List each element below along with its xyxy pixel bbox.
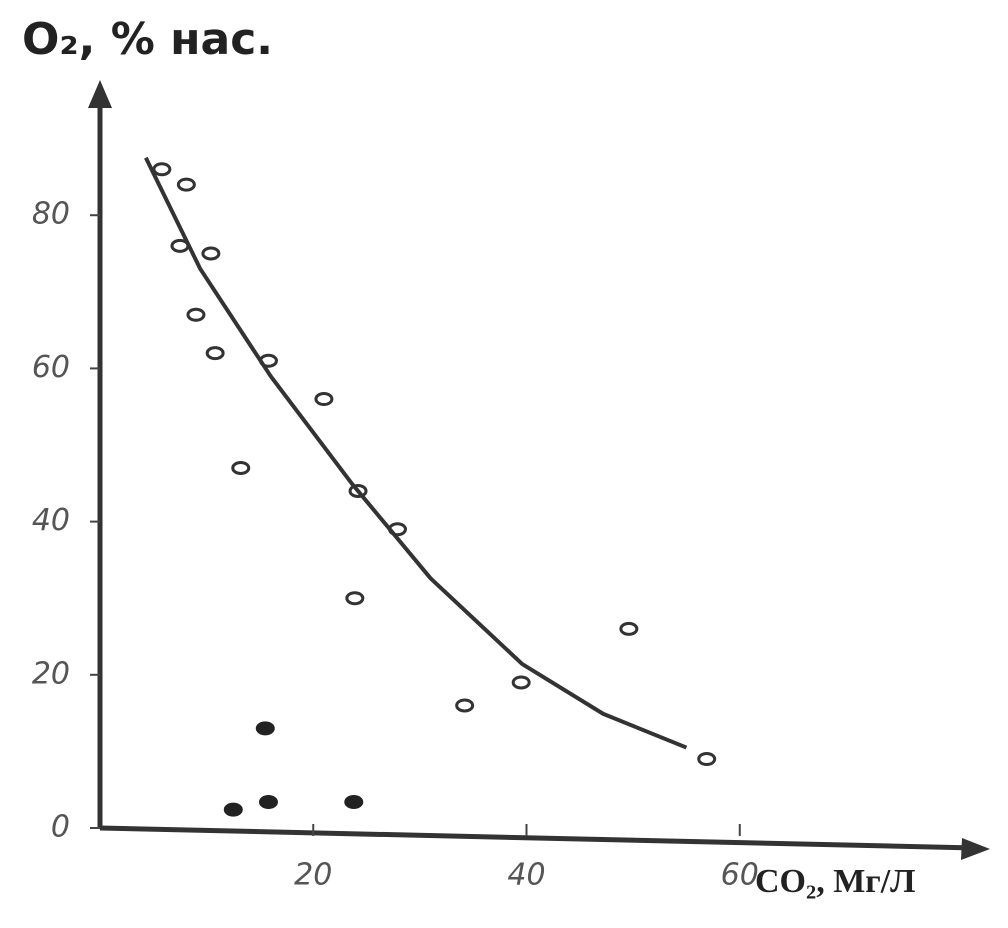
open-point bbox=[511, 675, 531, 690]
open-point bbox=[345, 591, 365, 606]
open-point bbox=[348, 483, 368, 498]
filled-point bbox=[255, 721, 275, 736]
open-point bbox=[186, 307, 206, 322]
filled-point bbox=[258, 794, 278, 809]
x-axis-title: CO₂, Мг/Л bbox=[755, 863, 916, 900]
y-axis-title: O₂, % нас. bbox=[22, 14, 273, 65]
open-point bbox=[619, 621, 639, 636]
open-point bbox=[201, 246, 221, 261]
open-point bbox=[231, 460, 251, 475]
y-tick-label: 80 bbox=[32, 197, 70, 232]
open-point bbox=[455, 698, 475, 713]
y-arrow bbox=[88, 80, 112, 108]
filled-point bbox=[223, 802, 243, 817]
open-point bbox=[152, 162, 172, 177]
fit-curve bbox=[144, 156, 688, 750]
x-tick-label: 40 bbox=[507, 858, 545, 893]
x-tick-label: 20 bbox=[294, 858, 332, 893]
y-tick-label: 60 bbox=[32, 350, 70, 385]
open-point bbox=[176, 177, 196, 192]
x-arrow bbox=[961, 838, 990, 860]
open-point bbox=[314, 392, 334, 407]
y-tick-label: 0 bbox=[51, 810, 70, 845]
y-tick-label: 20 bbox=[32, 656, 70, 691]
open-point bbox=[205, 346, 225, 361]
x-axis bbox=[99, 825, 976, 851]
filled-point bbox=[344, 794, 364, 809]
y-tick-label: 40 bbox=[32, 503, 70, 538]
x-tick-label: 60 bbox=[721, 858, 759, 893]
open-point bbox=[697, 752, 717, 767]
